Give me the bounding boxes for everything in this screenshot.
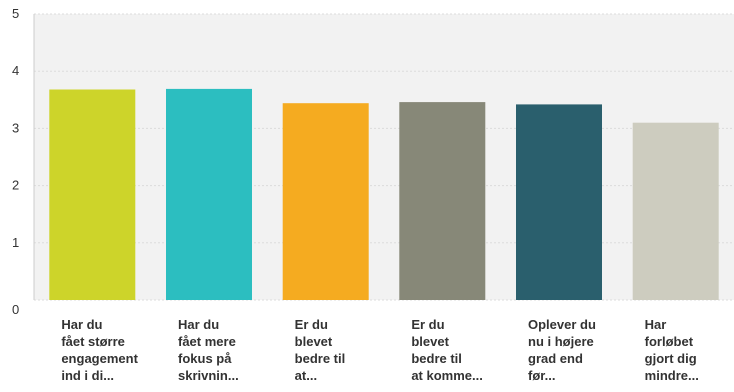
category-label-1: Har du fået større engagement ind i di..… bbox=[61, 317, 138, 383]
y-tick-label-5: 5 bbox=[12, 6, 19, 21]
bar-6[interactable] bbox=[632, 122, 719, 300]
category-label-4: Er du blevet bedre til at komme... bbox=[411, 317, 483, 383]
category-label-6: Har forløbet gjort dig mindre... bbox=[644, 317, 699, 383]
y-tick-label-2: 2 bbox=[12, 178, 19, 193]
bar-2[interactable] bbox=[166, 88, 252, 301]
y-tick-label-0: 0 bbox=[12, 302, 19, 317]
bar-3[interactable] bbox=[282, 103, 369, 300]
bar-4[interactable] bbox=[399, 102, 486, 300]
category-label-5: Oplever du nu i højere grad end før... bbox=[528, 317, 596, 383]
plot-background bbox=[34, 14, 734, 300]
y-tick-label-4: 4 bbox=[12, 63, 19, 78]
y-tick-label-3: 3 bbox=[12, 120, 19, 135]
y-tick-label-1: 1 bbox=[12, 235, 19, 250]
bar-5[interactable] bbox=[516, 104, 602, 301]
category-label-2: Har du fået mere fokus på skrivnin... bbox=[178, 317, 239, 383]
category-label-3: Er du blevet bedre til at... bbox=[294, 317, 346, 383]
bar-1[interactable] bbox=[49, 89, 136, 301]
